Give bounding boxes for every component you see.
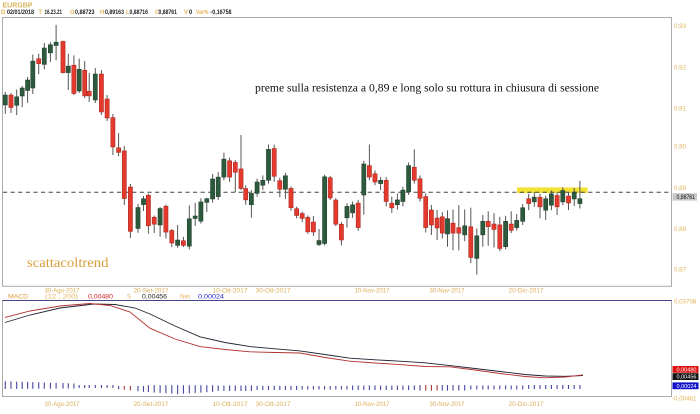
svg-text:20-Dic-2017: 20-Dic-2017 <box>509 287 545 294</box>
svg-text:Net: Net <box>180 293 190 300</box>
svg-text:0,00480: 0,00480 <box>88 293 114 300</box>
svg-text:02/01/2018: 02/01/2018 <box>7 9 34 16</box>
svg-text:0,92: 0,92 <box>674 65 687 72</box>
svg-text:0,00024: 0,00024 <box>198 293 225 300</box>
svg-text:MACD: MACD <box>8 293 29 300</box>
svg-text:0,91: 0,91 <box>674 106 687 113</box>
svg-text:O: O <box>70 9 75 16</box>
svg-text:L: L <box>126 9 130 16</box>
svg-text:EURGBP: EURGBP <box>3 3 33 10</box>
svg-text:0,87: 0,87 <box>674 267 687 274</box>
svg-text:30-Ago-2017: 30-Ago-2017 <box>45 287 81 294</box>
svg-text:0,03708: 0,03708 <box>674 299 697 306</box>
svg-text:30-Ago-2017: 30-Ago-2017 <box>45 401 81 408</box>
svg-text:0,00456: 0,00456 <box>677 375 697 381</box>
svg-text:0,88723: 0,88723 <box>75 9 95 16</box>
svg-text:10-Nov-2017: 10-Nov-2017 <box>355 287 391 294</box>
svg-text:0,88761: 0,88761 <box>677 195 696 201</box>
svg-text:H: H <box>100 9 105 16</box>
svg-text:30-Ott-2017: 30-Ott-2017 <box>256 287 292 294</box>
svg-text:0,90: 0,90 <box>674 144 687 151</box>
svg-text:S: S <box>127 293 131 300</box>
svg-text:Var%: Var% <box>196 9 209 16</box>
svg-text:30-Ott-2017: 30-Ott-2017 <box>256 401 292 408</box>
svg-text:10-Ott-2017: 10-Ott-2017 <box>213 401 249 408</box>
svg-text:0,88761: 0,88761 <box>159 9 178 16</box>
svg-text:-0,16758: -0,16758 <box>211 9 232 16</box>
svg-text:20-Set-2017: 20-Set-2017 <box>134 401 170 408</box>
svg-text:0,00480: 0,00480 <box>677 368 697 374</box>
svg-text:scattacoltrend: scattacoltrend <box>27 256 109 271</box>
svg-text:20-Set-2017: 20-Set-2017 <box>134 287 170 294</box>
svg-text:0,89163: 0,89163 <box>105 9 124 16</box>
svg-text:0: 0 <box>189 9 193 16</box>
svg-text:0,88716: 0,88716 <box>130 9 149 16</box>
svg-text:V: V <box>184 9 189 16</box>
svg-text:preme sulla resistenza a 0,89: preme sulla resistenza a 0,89 e long sol… <box>255 83 599 95</box>
svg-text:0,93: 0,93 <box>674 23 687 30</box>
svg-text:16.23.21: 16.23.21 <box>45 9 63 16</box>
svg-text:D: D <box>1 9 6 16</box>
svg-text:10-Nov-2017: 10-Nov-2017 <box>355 401 391 408</box>
svg-text:0,00024: 0,00024 <box>677 384 698 390</box>
svg-text:30-Nov-2017: 30-Nov-2017 <box>430 287 466 294</box>
svg-text:T: T <box>39 9 43 16</box>
svg-text:10-Ott-2017: 10-Ott-2017 <box>213 287 249 294</box>
svg-text:-0,00461: -0,00461 <box>672 396 697 403</box>
svg-text:0,88: 0,88 <box>674 226 687 233</box>
svg-text:20-Dic-2017: 20-Dic-2017 <box>509 401 545 408</box>
svg-text:C: C <box>155 9 160 16</box>
svg-text:0,89: 0,89 <box>674 185 687 192</box>
svg-text:0,00456: 0,00456 <box>142 293 168 300</box>
svg-text:30-Nov-2017: 30-Nov-2017 <box>430 401 466 408</box>
svg-text:(12 , 200): (12 , 200) <box>45 293 78 300</box>
